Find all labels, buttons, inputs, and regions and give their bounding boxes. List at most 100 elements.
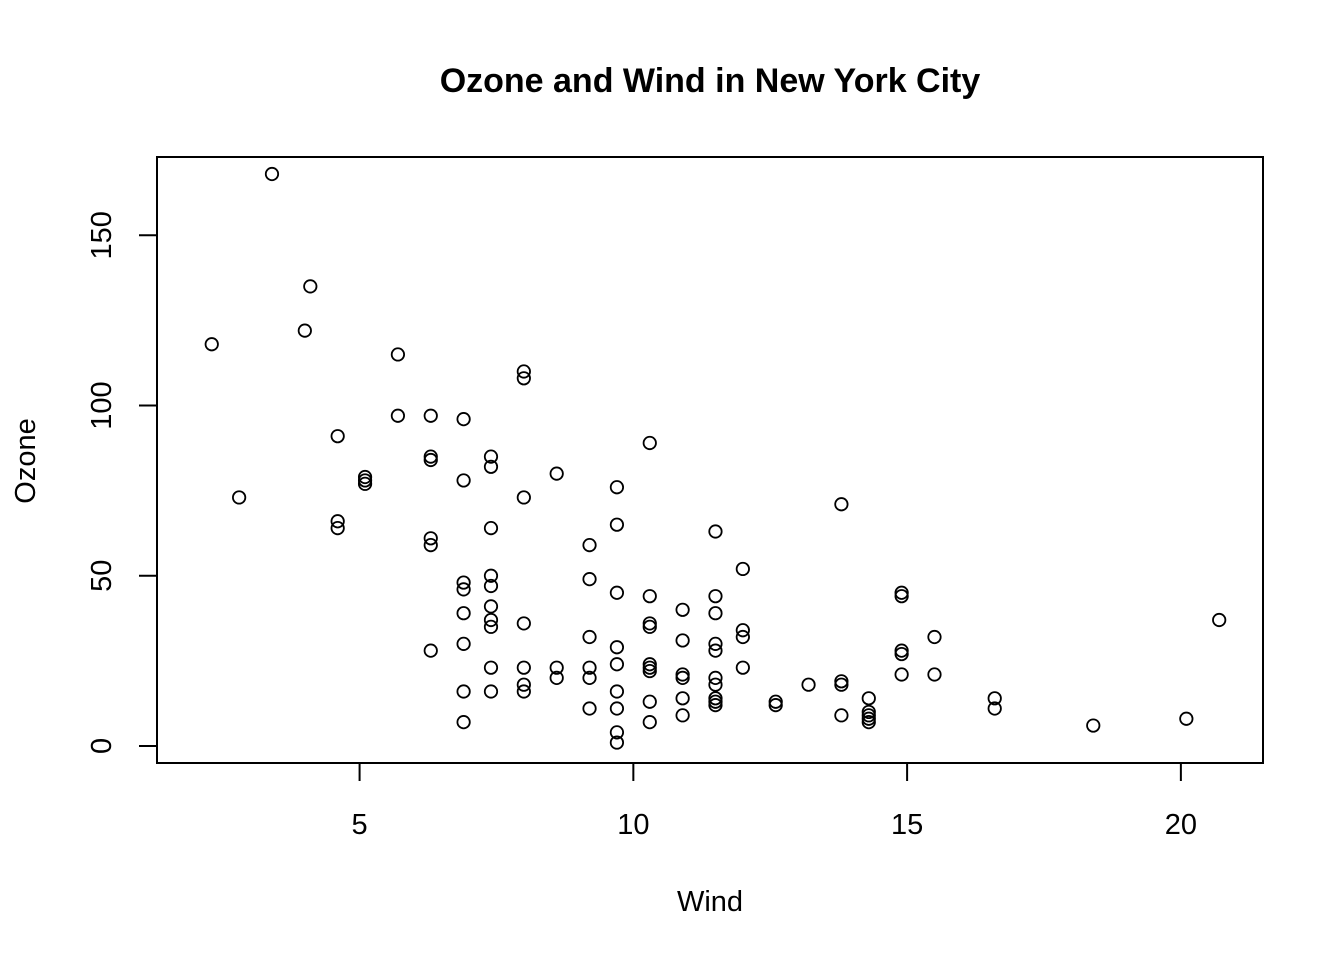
data-point xyxy=(735,561,750,577)
x-tick-label: 15 xyxy=(891,809,923,841)
x-tick-label: 5 xyxy=(352,809,368,841)
data-point xyxy=(609,735,625,750)
data-point xyxy=(927,629,942,645)
data-point xyxy=(894,646,909,662)
data-point xyxy=(423,643,438,658)
data-point xyxy=(582,701,597,716)
x-axis: 5 10 15 20 xyxy=(352,762,1197,841)
y-tick-label: 50 xyxy=(86,560,118,592)
data-point xyxy=(297,323,312,338)
data-point xyxy=(834,497,849,512)
data-point xyxy=(516,371,531,386)
data-point xyxy=(642,619,657,634)
data-point xyxy=(642,663,657,679)
y-tick-label: 0 xyxy=(86,738,118,754)
data-point xyxy=(927,667,942,682)
data-point xyxy=(675,670,690,685)
plot-frame xyxy=(156,156,1264,764)
data-point xyxy=(483,520,499,536)
data-point xyxy=(483,684,499,699)
data-point xyxy=(423,538,438,553)
data-point xyxy=(582,670,597,685)
y-axis-label: Ozone xyxy=(10,418,42,503)
data-point xyxy=(708,698,723,713)
data-point xyxy=(204,337,219,352)
data-point xyxy=(735,660,750,675)
data-point xyxy=(675,633,690,648)
data-point xyxy=(330,514,345,529)
data-point xyxy=(330,429,345,444)
data-point xyxy=(456,473,471,488)
data-point xyxy=(1179,711,1194,726)
y-tick-label: 100 xyxy=(86,381,118,429)
data-point xyxy=(390,347,406,362)
data-point xyxy=(894,589,909,604)
data-point xyxy=(516,490,531,505)
data-point xyxy=(483,459,499,474)
data-point xyxy=(423,408,438,423)
data-point xyxy=(456,606,471,621)
data-point xyxy=(735,629,750,645)
data-point xyxy=(642,589,657,604)
data-point xyxy=(708,524,723,539)
data-point xyxy=(549,660,564,675)
data-point xyxy=(423,531,438,546)
data-point xyxy=(987,701,1002,716)
data-point xyxy=(801,677,816,692)
data-point xyxy=(834,708,849,723)
data-point xyxy=(456,684,471,699)
data-point xyxy=(456,575,471,590)
data-point xyxy=(516,677,531,692)
data-point xyxy=(549,466,564,481)
data-point xyxy=(708,643,723,658)
data-point xyxy=(642,715,657,730)
data-point xyxy=(582,572,597,587)
data-point xyxy=(1212,612,1227,628)
data-point xyxy=(609,657,625,672)
data-point xyxy=(735,623,750,638)
data-point xyxy=(609,725,625,740)
data-point xyxy=(609,517,625,532)
data-point xyxy=(609,585,625,600)
y-axis: 0 50 100 150 xyxy=(86,211,158,754)
data-point xyxy=(516,660,531,675)
data-point xyxy=(582,538,597,553)
data-point xyxy=(708,589,723,604)
data-point xyxy=(582,660,597,675)
data-point xyxy=(423,452,438,468)
x-axis-label: Wind xyxy=(677,886,743,918)
data-point xyxy=(516,684,531,699)
y-tick-label: 150 xyxy=(86,211,118,259)
data-point xyxy=(609,701,625,716)
data-point xyxy=(516,616,531,631)
data-point xyxy=(483,578,499,594)
data-point xyxy=(516,364,531,379)
data-point xyxy=(708,670,723,685)
data-point xyxy=(708,606,723,621)
data-point xyxy=(303,279,318,294)
data-point xyxy=(675,602,690,617)
data-point xyxy=(861,715,876,730)
x-tick-label: 20 xyxy=(1165,809,1197,841)
data-point xyxy=(708,677,723,692)
data-point xyxy=(456,636,471,651)
data-point xyxy=(483,660,499,675)
data-point xyxy=(456,412,471,427)
data-point xyxy=(357,476,373,491)
data-point xyxy=(894,667,909,682)
data-point xyxy=(708,636,723,651)
data-point xyxy=(609,684,625,699)
data-point xyxy=(1086,718,1101,733)
data-point xyxy=(549,670,564,685)
data-point xyxy=(675,708,690,723)
data-point xyxy=(483,599,499,614)
data-point xyxy=(264,166,280,182)
data-point xyxy=(609,640,625,655)
data-point xyxy=(390,408,406,423)
chart-title: Ozone and Wind in New York City xyxy=(440,62,981,100)
x-tick-label: 10 xyxy=(617,809,649,841)
data-point xyxy=(834,677,849,692)
data-points xyxy=(204,166,1227,750)
data-point xyxy=(987,691,1002,706)
